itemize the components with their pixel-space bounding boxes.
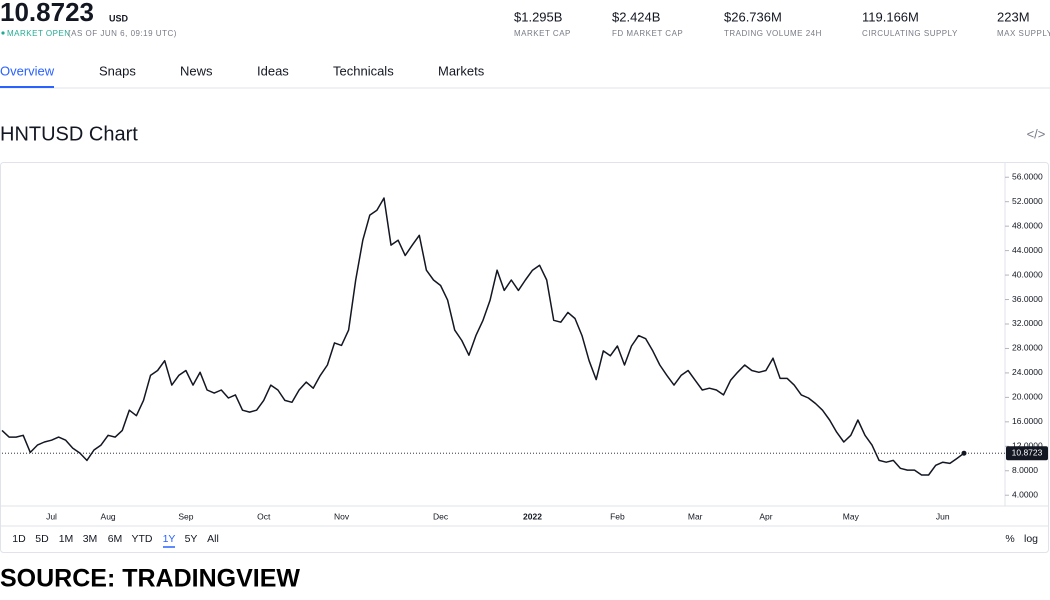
range-button[interactable]: 3M xyxy=(83,533,98,545)
range-button[interactable]: 6M xyxy=(108,533,123,545)
embed-icon[interactable]: </> xyxy=(1027,126,1046,141)
chart-title: HNTUSD Chart xyxy=(0,123,138,145)
range-button[interactable]: 5D xyxy=(35,533,49,545)
currency: USD xyxy=(109,13,129,23)
market-status: MARKET OPEN xyxy=(7,29,71,38)
scale-option[interactable]: log xyxy=(1024,533,1038,545)
tab[interactable]: Markets xyxy=(438,63,485,78)
y-tick-label: 28.0000 xyxy=(1012,343,1043,353)
x-tick-label: May xyxy=(843,511,860,521)
y-tick-label: 56.0000 xyxy=(1012,171,1043,181)
stat-value: 119.166M xyxy=(862,9,919,24)
range-button[interactable]: All xyxy=(207,533,219,545)
x-tick-label: Nov xyxy=(334,511,350,521)
last-price-label: 10.8723 xyxy=(1012,447,1043,457)
stat-label: CIRCULATING SUPPLY xyxy=(862,29,958,38)
tab[interactable]: Overview xyxy=(0,63,55,78)
range-button[interactable]: YTD xyxy=(132,533,153,545)
stat-label: FD MARKET CAP xyxy=(612,29,683,38)
stat-value: $2.424B xyxy=(612,9,660,24)
y-tick-label: 52.0000 xyxy=(1012,196,1043,206)
y-tick-label: 20.0000 xyxy=(1012,392,1043,402)
last-price-box xyxy=(1006,446,1048,461)
x-tick-label: 2022 xyxy=(523,511,542,521)
x-tick-label: Aug xyxy=(101,511,116,521)
range-button[interactable]: 1D xyxy=(12,533,26,545)
y-tick-label: 12.0000 xyxy=(1012,441,1043,451)
as-of: (AS OF JUN 6, 09:19 UTC) xyxy=(68,29,177,38)
y-tick-label: 8.0000 xyxy=(1012,465,1038,475)
status-dot xyxy=(1,31,5,35)
stat-value: $1.295B xyxy=(514,9,562,24)
x-tick-label: Apr xyxy=(759,511,772,521)
range-button[interactable]: 1Y xyxy=(163,533,176,545)
scale-option[interactable]: % xyxy=(1005,533,1014,545)
stat-label: MARKET CAP xyxy=(514,29,571,38)
tab[interactable]: Ideas xyxy=(257,63,289,78)
y-tick-label: 48.0000 xyxy=(1012,220,1043,230)
x-tick-label: Dec xyxy=(433,511,449,521)
y-tick-label: 36.0000 xyxy=(1012,294,1043,304)
y-tick-label: 32.0000 xyxy=(1012,318,1043,328)
range-button[interactable]: 1M xyxy=(59,533,74,545)
y-tick-label: 16.0000 xyxy=(1012,416,1043,426)
tab[interactable]: Snaps xyxy=(99,63,136,78)
tab[interactable]: News xyxy=(180,63,213,78)
stat-label: TRADING VOLUME 24H xyxy=(724,29,822,38)
source: SOURCE: TRADINGVIEW xyxy=(0,565,300,593)
x-tick-label: Sep xyxy=(178,511,193,521)
stat-value: $26.736M xyxy=(724,9,782,24)
tab[interactable]: Technicals xyxy=(333,63,394,78)
y-tick-label: 44.0000 xyxy=(1012,245,1043,255)
stat-label: MAX SUPPLY xyxy=(997,29,1050,38)
y-tick-label: 40.0000 xyxy=(1012,269,1043,279)
price: 10.8723 xyxy=(0,0,94,27)
range-button[interactable]: 5Y xyxy=(185,533,198,545)
last-price-dot xyxy=(961,450,967,456)
y-tick-label: 24.0000 xyxy=(1012,367,1043,377)
x-tick-label: Feb xyxy=(610,511,625,521)
x-tick-label: Mar xyxy=(688,511,703,521)
x-tick-label: Jun xyxy=(936,511,950,521)
chart-frame xyxy=(0,162,1049,553)
stat-value: 223M xyxy=(997,9,1030,24)
x-tick-label: Jul xyxy=(46,511,57,521)
x-tick-label: Oct xyxy=(257,511,271,521)
y-tick-label: 4.0000 xyxy=(1012,489,1038,499)
price-line xyxy=(1,197,965,476)
